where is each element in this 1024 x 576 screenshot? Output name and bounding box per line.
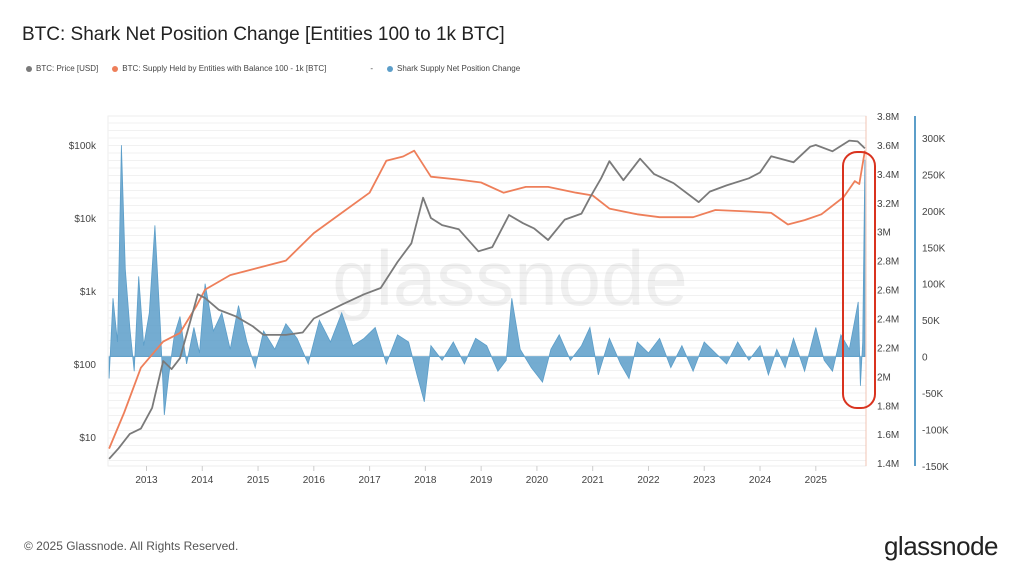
price-tick-label: $100k <box>69 141 97 152</box>
supply-tick-label: 1.6M <box>877 430 899 441</box>
x-tick-label: 2014 <box>191 475 214 486</box>
legend-dot-icon <box>112 65 119 72</box>
net-tick-label: 50K <box>922 316 940 327</box>
x-tick-label: 2022 <box>637 475 660 486</box>
net-tick-label: -50K <box>922 389 943 400</box>
x-tick-label: 2025 <box>805 475 828 486</box>
supply-tick-label: 3M <box>877 228 891 239</box>
supply-tick-label: 2.4M <box>877 314 899 325</box>
supply-tick-label: 1.4M <box>877 459 899 470</box>
copyright: © 2025 Glassnode. All Rights Reserved. <box>24 539 239 553</box>
legend-separator: - <box>370 64 373 73</box>
net-tick-label: 300K <box>922 134 946 145</box>
x-tick-label: 2013 <box>135 475 158 486</box>
legend-label: Shark Supply Net Position Change <box>397 64 521 73</box>
legend-label: - <box>370 64 373 73</box>
chart-title: BTC: Shark Net Position Change [Entities… <box>22 24 505 45</box>
glassnode-logo: glassnode <box>883 531 999 561</box>
price-tick-label: $100 <box>74 360 97 371</box>
supply-tick-label: 2.8M <box>877 257 899 268</box>
price-tick-label: $1k <box>80 287 97 298</box>
x-tick-label: 2019 <box>470 475 493 486</box>
x-tick-label: 2015 <box>247 475 270 486</box>
supply-tick-label: 3.4M <box>877 170 899 181</box>
supply-tick-label: 3.6M <box>877 141 899 152</box>
price-tick-label: $10k <box>74 214 97 225</box>
x-tick-label: 2016 <box>303 475 326 486</box>
price-tick-label: $10 <box>79 433 96 444</box>
net-tick-label: 0 <box>922 353 928 364</box>
legend-label: BTC: Supply Held by Entities with Balanc… <box>122 64 327 73</box>
x-tick-label: 2024 <box>749 475 772 486</box>
net-tick-label: -100K <box>922 426 949 437</box>
price-line <box>108 139 866 460</box>
net-tick-label: 250K <box>922 170 946 181</box>
legend-item-supply[interactable]: BTC: Supply Held by Entities with Balanc… <box>112 64 326 73</box>
legend-item-net[interactable]: Shark Supply Net Position Change <box>387 64 520 73</box>
x-tick-label: 2018 <box>414 475 437 486</box>
supply-tick-label: 1.8M <box>877 401 899 412</box>
grid <box>107 115 867 467</box>
supply-tick-label: 3.2M <box>877 199 899 210</box>
x-tick-label: 2020 <box>526 475 549 486</box>
x-tick-label: 2017 <box>358 475 381 486</box>
highlight-annotation <box>842 151 876 409</box>
net-tick-label: 100K <box>922 280 946 291</box>
legend-label: BTC: Price [USD] <box>36 64 99 73</box>
net-tick-label: -150K <box>922 462 949 473</box>
net-tick-label: 150K <box>922 243 946 254</box>
legend-dot-icon <box>387 65 393 72</box>
net-tick-label: 200K <box>922 207 946 218</box>
supply-tick-label: 2.6M <box>877 286 899 297</box>
legend: BTC: Price [USD] BTC: Supply Held by Ent… <box>26 64 534 73</box>
legend-item-price[interactable]: BTC: Price [USD] <box>26 64 98 73</box>
series-layer <box>108 139 866 460</box>
supply-tick-label: 2M <box>877 372 891 383</box>
legend-dot-icon <box>26 65 32 72</box>
watermark: glassnode <box>332 234 688 322</box>
supply-tick-label: 2.2M <box>877 343 899 354</box>
supply-tick-label: 3.8M <box>877 112 899 123</box>
x-tick-label: 2023 <box>693 475 716 486</box>
x-tick-label: 2021 <box>582 475 605 486</box>
